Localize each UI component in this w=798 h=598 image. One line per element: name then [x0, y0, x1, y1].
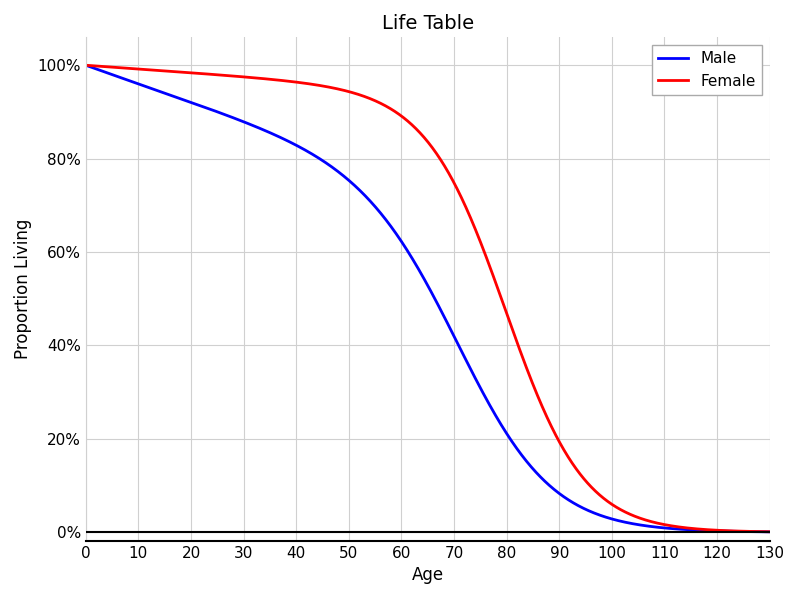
Female — [745, 528, 754, 535]
Y-axis label: Proportion Living: Proportion Living — [14, 219, 32, 359]
Male — [81, 62, 91, 69]
Line: Male: Male — [86, 65, 769, 532]
Female — [413, 127, 423, 135]
Female — [764, 528, 774, 535]
Female — [745, 528, 755, 535]
Male — [116, 74, 125, 81]
Male — [764, 528, 774, 535]
Title: Life Table: Life Table — [381, 14, 474, 33]
Female — [395, 112, 405, 119]
Female — [81, 62, 91, 69]
Male — [745, 528, 755, 535]
Female — [619, 508, 629, 515]
Line: Female: Female — [86, 65, 769, 532]
Female — [116, 64, 125, 71]
Male — [395, 236, 405, 243]
Male — [413, 265, 423, 272]
X-axis label: Age: Age — [412, 566, 444, 584]
Male — [745, 528, 754, 535]
Male — [619, 518, 629, 526]
Legend: Male, Female: Male, Female — [652, 45, 762, 94]
